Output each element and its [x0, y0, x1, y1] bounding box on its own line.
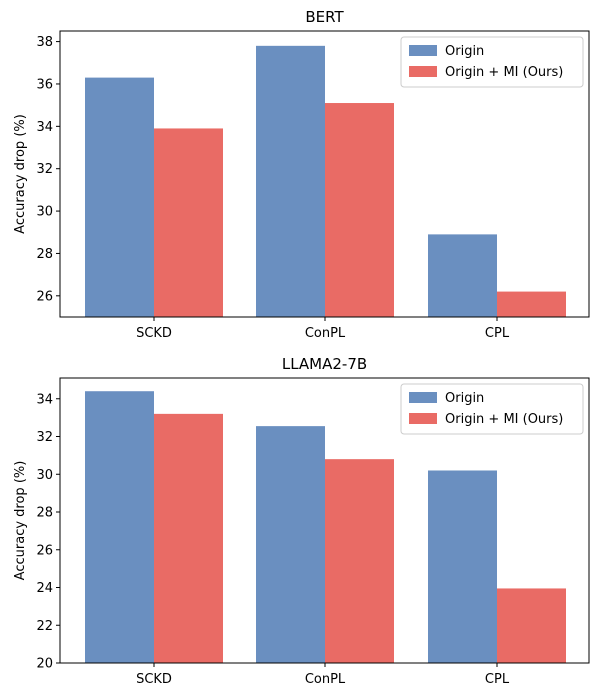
- bar-sckd-series-1: [154, 413, 223, 663]
- bar-cpl-series-1: [497, 588, 566, 663]
- legend: Origin Origin + MI (Ours): [400, 36, 584, 88]
- bar-conpl-series-0: [256, 426, 325, 663]
- chart-title: BERT: [305, 8, 344, 26]
- y-axis-label: Accuracy drop (%): [13, 114, 28, 234]
- y-tick-label: 28: [36, 247, 53, 262]
- legend-label-0: Origin: [445, 391, 484, 406]
- legend-label-1: Origin + MI (Ours): [445, 65, 563, 80]
- y-tick-label: 32: [36, 430, 53, 445]
- legend-label-0: Origin: [445, 44, 484, 59]
- bar-cpl-series-0: [428, 470, 497, 663]
- legend-swatch-0: [409, 392, 437, 403]
- x-tick-label-conpl: ConPL: [305, 326, 346, 341]
- bar-conpl-series-0: [256, 45, 325, 318]
- x-tick-label-cpl: CPL: [485, 672, 510, 687]
- y-tick-label: 34: [36, 120, 53, 135]
- y-tick-label: 26: [36, 289, 53, 304]
- bar-conpl-series-1: [325, 103, 394, 317]
- bar-sckd-series-1: [154, 128, 223, 317]
- bar-cpl-series-0: [428, 234, 497, 317]
- x-tick-label-cpl: CPL: [485, 326, 510, 341]
- y-tick-label: 38: [36, 35, 53, 50]
- legend-label-1: Origin + MI (Ours): [445, 412, 563, 427]
- y-tick-label: 30: [36, 205, 53, 220]
- bar-sckd-series-0: [85, 77, 154, 317]
- chart-panel-1: 20 22 24 26 28 30 32 34 SCKD ConPL CPL LLAMA2-7B Acc…: [13, 355, 590, 687]
- y-tick-label: 28: [36, 506, 53, 521]
- y-tick-label: 24: [36, 581, 53, 596]
- x-tick-label-sckd: SCKD: [136, 672, 172, 687]
- bar-cpl-series-1: [497, 291, 566, 317]
- x-tick-label-sckd: SCKD: [136, 326, 172, 341]
- legend-swatch-0: [409, 45, 437, 56]
- y-tick-label: 20: [36, 657, 53, 672]
- legend-box: [400, 36, 584, 88]
- chart-panel-0: 26 28 30 32 34 36 38 SCKD ConPL CPL BERT Accuracy d…: [13, 8, 590, 341]
- legend-box: [400, 383, 584, 435]
- bar-conpl-series-1: [325, 459, 394, 663]
- x-tick-label-conpl: ConPL: [305, 672, 346, 687]
- y-tick-label: 26: [36, 543, 53, 558]
- y-tick-label: 34: [36, 392, 53, 407]
- legend-swatch-1: [409, 66, 437, 77]
- chart-title: LLAMA2-7B: [282, 355, 367, 373]
- y-tick-label: 32: [36, 162, 53, 177]
- y-tick-label: 36: [36, 77, 53, 92]
- legend-swatch-1: [409, 413, 437, 424]
- y-axis-label: Accuracy drop (%): [13, 461, 28, 581]
- y-tick-label: 30: [36, 468, 53, 483]
- y-tick-label: 22: [36, 619, 53, 634]
- legend: Origin Origin + MI (Ours): [400, 383, 584, 435]
- bar-sckd-series-0: [85, 391, 154, 663]
